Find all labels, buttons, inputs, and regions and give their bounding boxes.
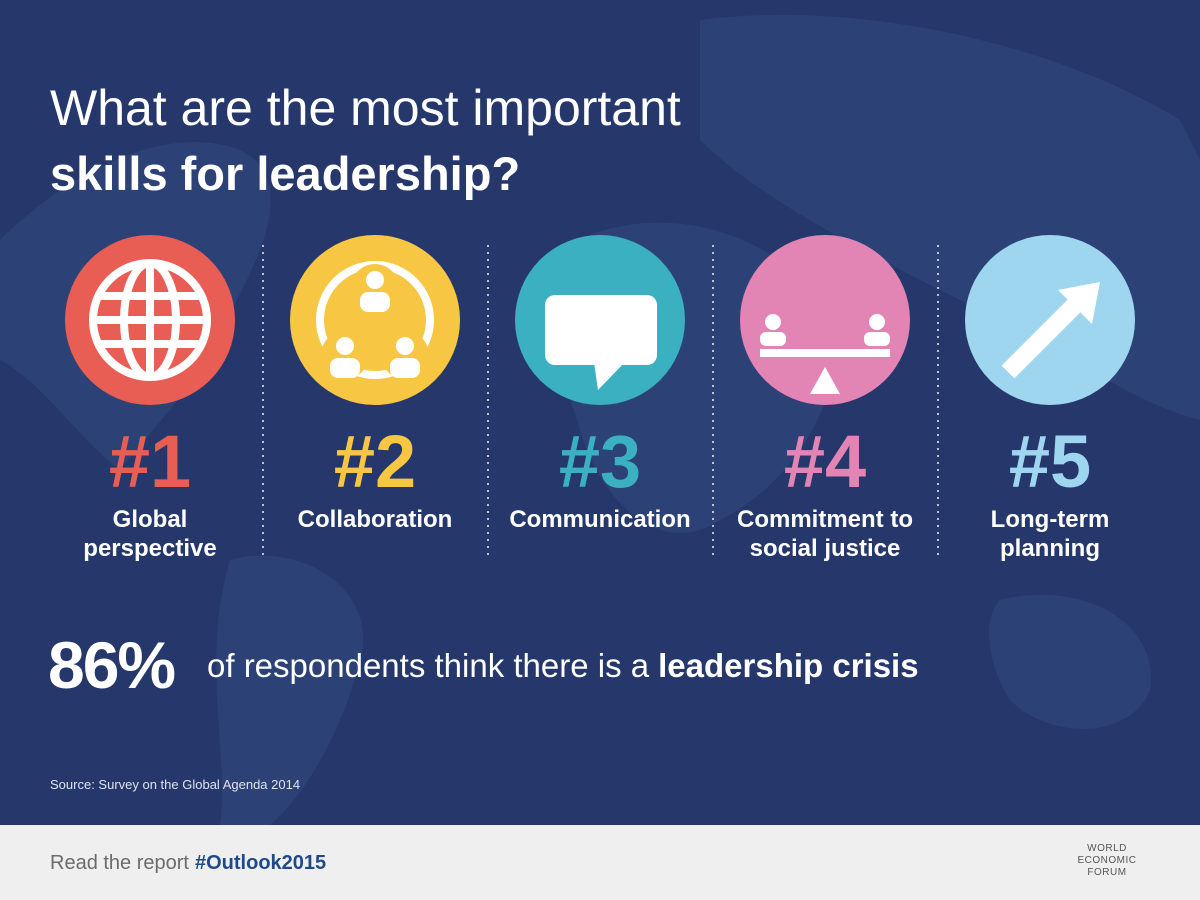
person-body [760,332,786,346]
arrow-head [1058,282,1100,324]
rank: #2 [334,420,416,503]
skill-label: planning [1000,535,1100,562]
logo: WORLD ECONOMIC FORUM [1078,843,1137,878]
stat-sentence: of respondents think there is a leadershi… [207,647,919,684]
person-head [336,337,354,355]
balance-pivot [810,367,840,394]
globe-icon [89,259,211,381]
map-shape [216,555,364,825]
footer-bar [0,825,1200,900]
rank: #1 [109,420,191,503]
hashtag[interactable]: #Outlook2015 [195,852,326,874]
title-line: skills for leadership? [50,147,520,200]
logo-line: FORUM [1087,867,1126,878]
balance-plank [760,349,890,357]
chat-bubble [545,295,657,365]
person-head [396,337,414,355]
source: Source: Survey on the Global Agenda 2014 [50,777,300,792]
skill-label: Commitment to [737,506,913,533]
chat-tail [594,362,625,390]
person-head [765,314,781,330]
rank: #3 [559,420,641,503]
person-body [360,292,390,312]
stat-emphasis: leadership crisis [658,647,918,684]
footer-text: Read the report #Outlook2015 [50,852,326,874]
person-body [864,332,890,346]
skill-label: Global [113,506,188,533]
footer-label: Read the report [50,852,189,874]
person-body [330,358,360,378]
skill-label: social justice [750,535,901,562]
stat-text: of respondents think there is a [207,647,650,684]
map-shape [989,594,1151,729]
logo-line: WORLD [1087,843,1127,854]
logo-line: ECONOMIC [1078,855,1137,866]
person-head [366,271,384,289]
rank: #5 [1009,420,1091,503]
arrow-shaft [1001,298,1082,379]
skill-label: perspective [83,535,216,562]
skill-label: Long-term [991,506,1110,533]
icon-circle [290,235,460,405]
title-line: What are the most important [50,80,681,136]
stat-value: 86% [48,628,174,702]
person-body [390,358,420,378]
person-head [869,314,885,330]
icon-circle [740,235,910,405]
skill-label: Communication [509,506,690,533]
skill-label: Collaboration [298,506,453,533]
rank: #4 [784,420,866,503]
